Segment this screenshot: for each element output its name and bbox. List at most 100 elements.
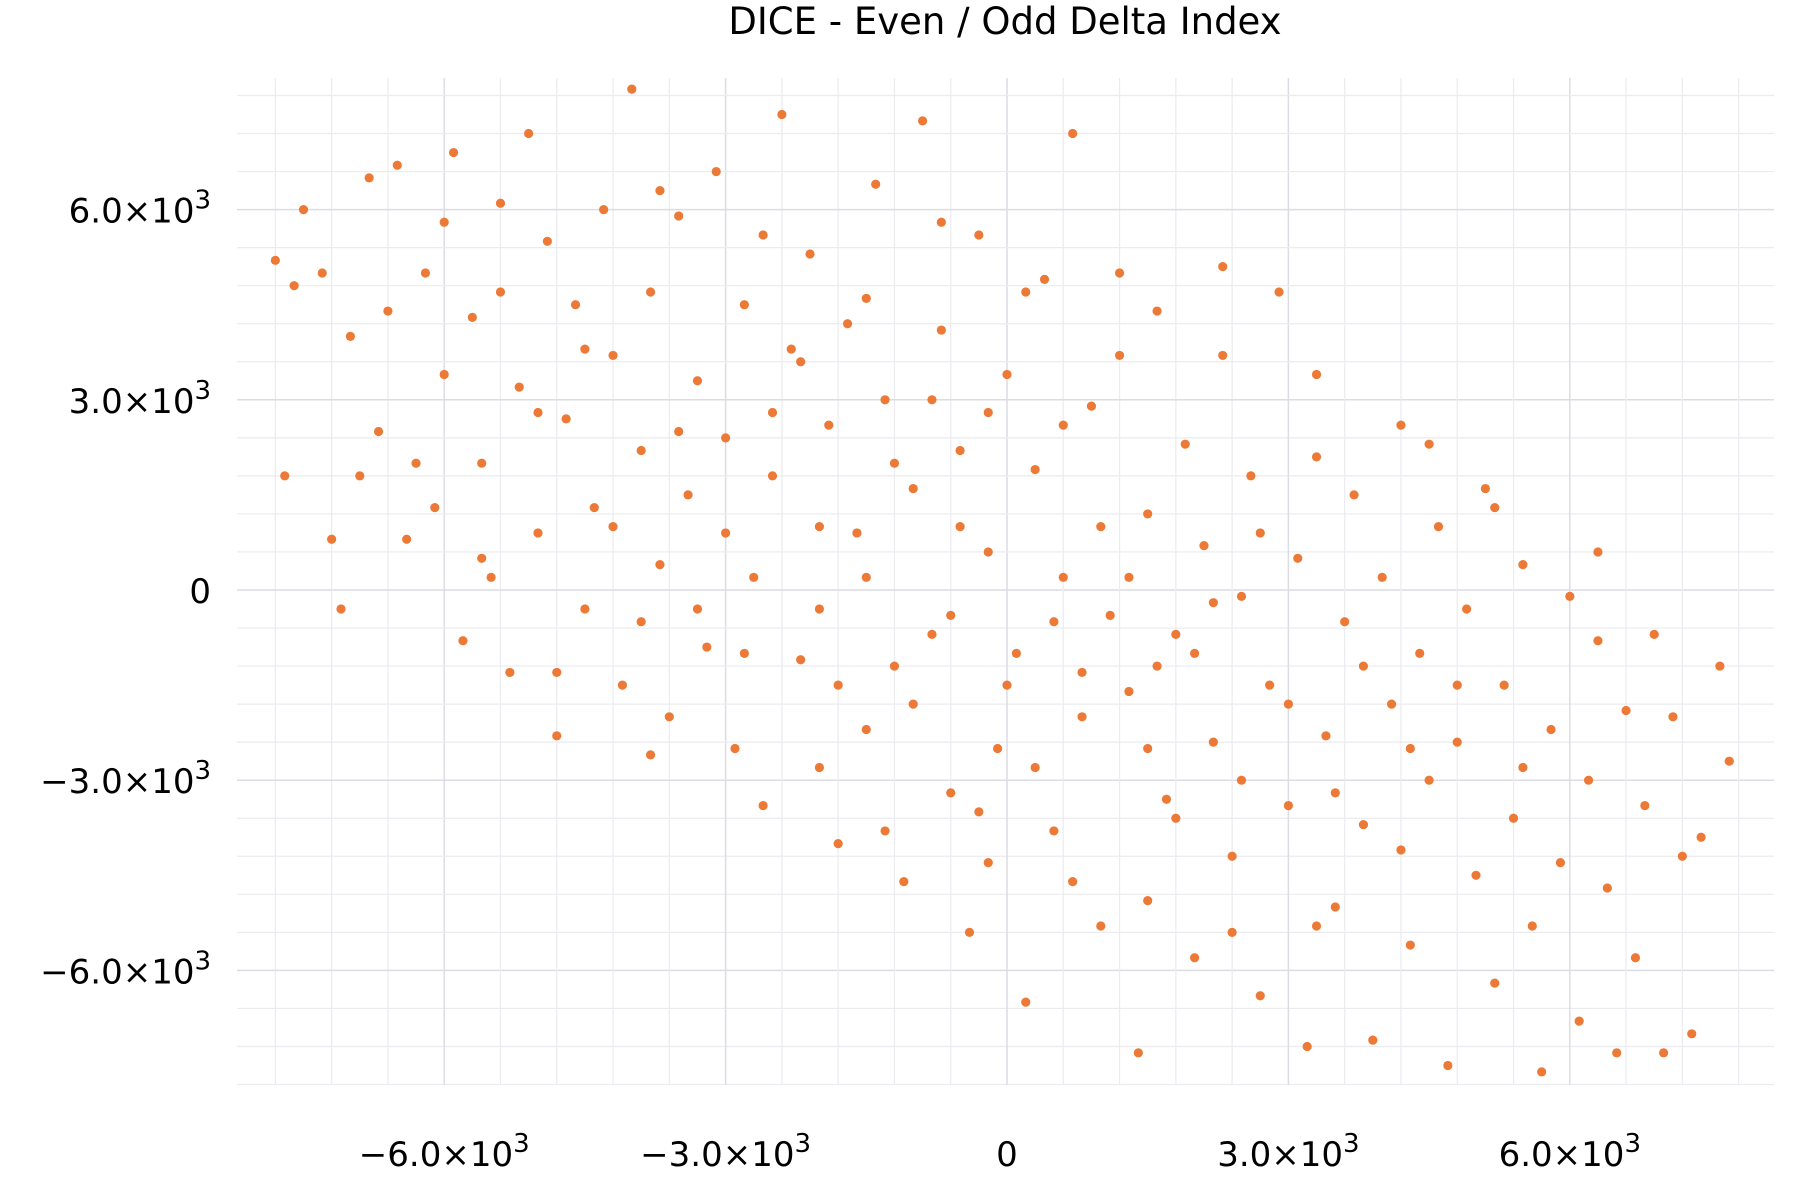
data-point	[758, 230, 768, 240]
data-point	[824, 420, 834, 430]
data-point	[1687, 1029, 1697, 1039]
data-point	[1124, 572, 1134, 582]
data-point	[1058, 572, 1068, 582]
data-point	[599, 205, 609, 215]
data-point	[674, 211, 684, 221]
data-point	[786, 344, 796, 354]
x-tick-label: −6.0×103	[359, 1129, 530, 1175]
data-point	[974, 230, 984, 240]
x-tick-label: −3.0×103	[640, 1129, 811, 1175]
data-point	[927, 629, 937, 639]
data-point	[702, 642, 712, 652]
data-point	[1490, 978, 1500, 988]
data-point	[1396, 845, 1406, 855]
data-point	[1049, 826, 1059, 836]
data-point	[1143, 743, 1153, 754]
data-point	[655, 560, 665, 570]
data-point	[1490, 502, 1500, 513]
data-point	[458, 636, 468, 646]
data-point	[524, 128, 534, 139]
data-point	[908, 699, 918, 709]
data-point	[570, 300, 581, 310]
data-point	[1255, 528, 1265, 538]
data-point	[796, 357, 806, 367]
data-point	[280, 471, 290, 481]
data-point	[889, 458, 900, 468]
data-point	[439, 369, 449, 380]
data-point	[1462, 604, 1472, 614]
data-point	[1143, 509, 1153, 519]
data-point	[542, 236, 552, 246]
data-point	[430, 502, 440, 513]
data-point	[608, 350, 618, 361]
data-point	[1255, 991, 1265, 1001]
data-point	[1265, 680, 1275, 690]
data-point	[805, 249, 815, 259]
data-point	[1077, 712, 1087, 722]
data-point	[1499, 680, 1509, 690]
data-point	[580, 344, 590, 354]
data-point	[871, 179, 881, 189]
data-point	[692, 604, 703, 614]
data-point	[1068, 877, 1078, 887]
data-point	[1030, 762, 1040, 773]
data-point	[505, 667, 515, 678]
data-point	[552, 731, 562, 741]
data-point	[739, 648, 749, 659]
data-point	[1330, 788, 1340, 798]
data-point	[1349, 490, 1359, 500]
data-point	[1218, 350, 1228, 361]
data-point	[861, 724, 871, 735]
data-point	[495, 198, 506, 208]
data-point	[1105, 610, 1115, 620]
data-point	[1049, 617, 1059, 627]
data-point	[814, 762, 825, 773]
data-point	[1630, 953, 1641, 963]
data-point	[1518, 560, 1528, 570]
data-point	[1471, 870, 1481, 880]
data-point	[627, 84, 637, 94]
data-point	[1358, 819, 1369, 830]
data-point	[880, 395, 890, 405]
data-point	[833, 680, 843, 690]
data-point	[495, 287, 506, 297]
data-point	[655, 185, 665, 196]
data-point	[1537, 1067, 1547, 1077]
data-point	[1612, 1048, 1622, 1058]
data-point	[749, 572, 759, 582]
data-point	[674, 426, 684, 437]
data-point	[1161, 794, 1172, 804]
data-point	[1171, 813, 1181, 823]
data-point	[298, 205, 309, 215]
data-point	[1180, 439, 1190, 449]
data-point	[1405, 940, 1415, 950]
y-tick-label: 0	[189, 572, 211, 612]
data-point	[1593, 636, 1603, 646]
data-point	[1340, 617, 1350, 627]
data-point	[1480, 483, 1490, 494]
data-point	[327, 534, 337, 544]
data-point	[1593, 547, 1603, 557]
data-point	[721, 433, 731, 443]
data-point	[730, 743, 740, 754]
data-point	[514, 382, 524, 392]
data-point	[1311, 369, 1322, 380]
data-point	[345, 331, 355, 341]
data-point	[983, 547, 993, 557]
data-point	[636, 445, 646, 456]
data-point	[477, 553, 487, 563]
data-point	[1236, 591, 1247, 601]
y-tick-label: −6.0×103	[40, 946, 211, 992]
data-point	[993, 743, 1003, 754]
data-point	[842, 319, 853, 329]
data-point	[1583, 775, 1594, 785]
x-axis-ticks: −6.0×103 −3.0×103 0 3.0×103 6.0×103	[359, 1129, 1641, 1175]
y-tick-label: 6.0×103	[69, 186, 211, 232]
data-point	[1640, 800, 1650, 811]
data-point	[917, 116, 928, 126]
data-point	[355, 471, 365, 481]
data-point	[1321, 731, 1331, 741]
data-point	[1293, 553, 1303, 563]
data-point	[1283, 699, 1293, 709]
